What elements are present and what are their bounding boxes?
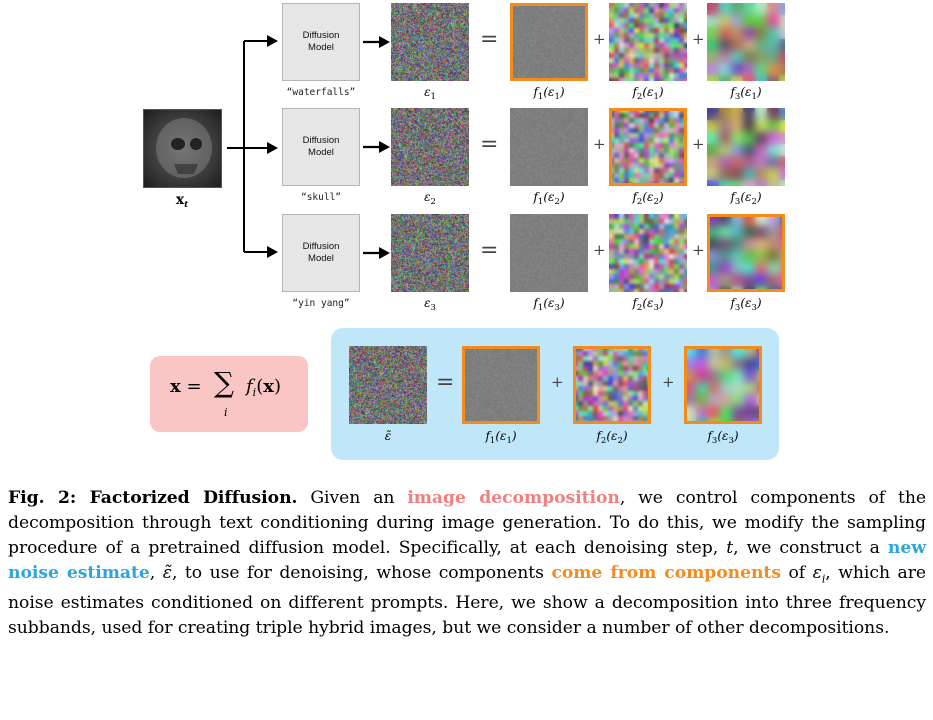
- combined-component-label: f3(ε3): [707, 429, 739, 446]
- component-image: [609, 3, 687, 81]
- component-image: [707, 214, 785, 292]
- component-image: [609, 108, 687, 186]
- component-image: [510, 108, 588, 186]
- input-label: xt: [175, 192, 189, 210]
- equals-sign: =: [436, 370, 455, 395]
- component-image: [707, 108, 785, 186]
- combined-component-image: [573, 346, 651, 424]
- component-label: f2(ε2): [632, 190, 664, 207]
- arrow-right-icon: [363, 36, 390, 48]
- component-label: f2(ε1): [632, 85, 664, 102]
- plus-sign: +: [593, 135, 606, 153]
- plus-sign: +: [593, 30, 606, 48]
- component-label: f1(ε3): [533, 296, 565, 313]
- component-label: f1(ε2): [533, 190, 565, 207]
- component-image: [707, 3, 785, 81]
- decomposition-equation-box: x = ∑ i fi(x): [150, 356, 308, 432]
- noise-label: ε2: [424, 190, 436, 207]
- equation-rhs: fi(x): [246, 376, 281, 399]
- arrow-right-icon: [363, 141, 390, 153]
- noise-label: ε3: [424, 296, 436, 313]
- combined-component-label: f1(ε1): [485, 429, 517, 446]
- plus-sign: +: [551, 373, 564, 391]
- input-image-xt: [143, 109, 222, 188]
- component-label: f1(ε1): [533, 85, 565, 102]
- prompt-label: “skull”: [300, 192, 342, 203]
- combined-component-label: f2(ε2): [596, 429, 628, 446]
- component-label: f2(ε3): [632, 296, 664, 313]
- component-label: f3(ε1): [730, 85, 762, 102]
- equals-sign: =: [480, 132, 499, 157]
- figure-caption: Fig. 2: Factorized Diffusion. Given an i…: [8, 488, 926, 639]
- plus-sign: +: [692, 135, 705, 153]
- component-label: f3(ε2): [730, 190, 762, 207]
- component-image: [510, 214, 588, 292]
- branch-arrows: [227, 35, 278, 258]
- equation-lhs: x =: [170, 376, 202, 397]
- plus-sign: +: [593, 241, 606, 259]
- equals-sign: =: [480, 238, 499, 263]
- combined-noise-image: [349, 346, 427, 424]
- skull-sketch-icon: [156, 118, 212, 178]
- diffusion-model-box: Diffusion Model: [282, 108, 360, 186]
- sum-symbol: ∑: [214, 366, 234, 399]
- noise-estimate-image: [391, 108, 469, 186]
- arrow-right-icon: [363, 247, 390, 259]
- noise-estimate-image: [391, 214, 469, 292]
- plus-sign: +: [692, 241, 705, 259]
- plus-sign: +: [692, 30, 705, 48]
- plus-sign: +: [662, 373, 675, 391]
- component-image: [609, 214, 687, 292]
- diffusion-model-box: Diffusion Model: [282, 3, 360, 81]
- prompt-label: “yin yang”: [292, 298, 350, 309]
- noise-label: ε1: [424, 85, 436, 102]
- sum-index: i: [224, 406, 228, 419]
- combined-component-image: [684, 346, 762, 424]
- component-image: [510, 3, 588, 81]
- equals-sign: =: [480, 27, 499, 52]
- prompt-label: “waterfalls”: [286, 87, 356, 98]
- component-label: f3(ε3): [730, 296, 762, 313]
- diffusion-model-box: Diffusion Model: [282, 214, 360, 292]
- noise-estimate-image: [391, 3, 469, 81]
- combined-component-image: [462, 346, 540, 424]
- combined-noise-label: ε̃: [384, 429, 392, 443]
